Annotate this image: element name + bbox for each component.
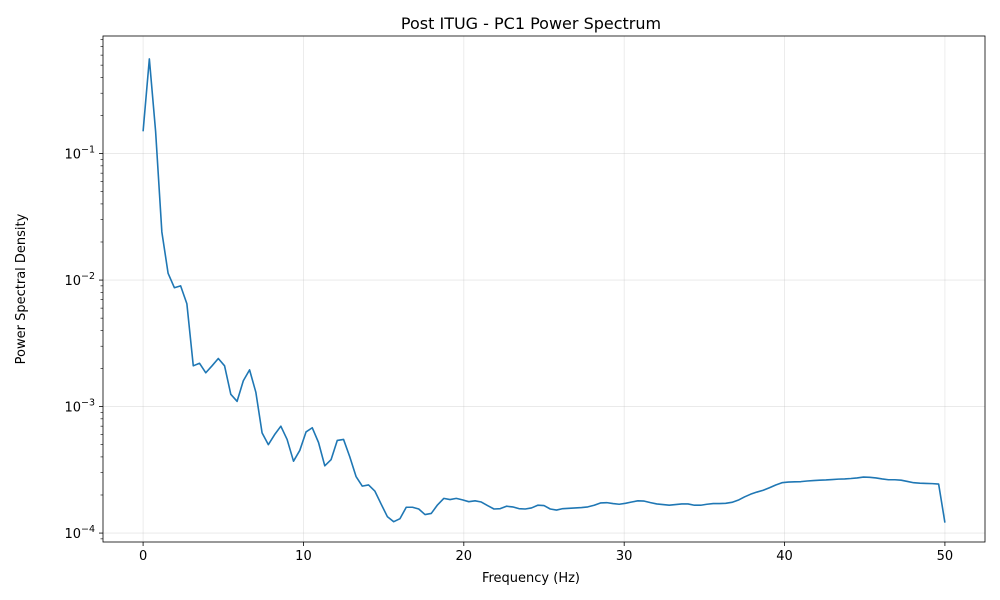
y-axis-ticks: 10−1 10−2 10−3 10−4 bbox=[64, 39, 103, 542]
plot-area bbox=[142, 58, 946, 523]
y-axis-label: Power Spectral Density bbox=[14, 213, 29, 364]
x-tick-label: 40 bbox=[776, 549, 793, 564]
grid bbox=[103, 36, 985, 542]
y-tick-label: 10−4 bbox=[64, 524, 95, 542]
x-axis-ticks: 0 10 20 30 40 50 bbox=[139, 542, 953, 564]
axes-frame bbox=[102, 35, 986, 543]
x-tick-label: 20 bbox=[456, 549, 473, 564]
x-tick-label: 50 bbox=[937, 549, 954, 564]
x-tick-label: 10 bbox=[295, 549, 312, 564]
y-tick-label: 10−2 bbox=[64, 271, 95, 289]
x-tick-label: 0 bbox=[139, 549, 147, 564]
x-axis-label: Frequency (Hz) bbox=[482, 571, 580, 586]
psd-series-line bbox=[142, 58, 946, 523]
chart-title: Post ITUG - PC1 Power Spectrum bbox=[401, 14, 661, 33]
y-tick-label: 10−1 bbox=[64, 145, 95, 163]
y-tick-label: 10−3 bbox=[64, 398, 95, 416]
x-tick-label: 30 bbox=[616, 549, 633, 564]
